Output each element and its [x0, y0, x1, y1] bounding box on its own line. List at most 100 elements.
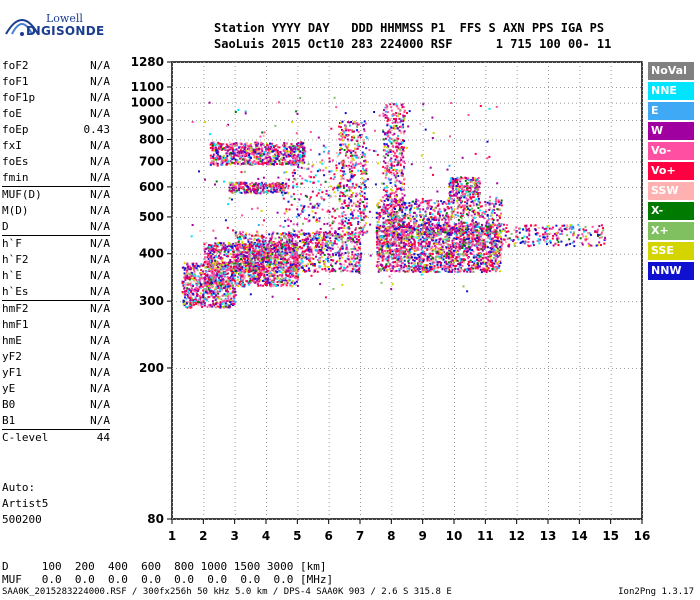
echo-point — [318, 245, 321, 248]
echo-point — [404, 208, 407, 211]
echo-point — [295, 280, 298, 283]
echo-point — [493, 240, 496, 243]
echo-point — [480, 271, 483, 274]
echo-point — [307, 248, 310, 251]
echo-point — [385, 235, 388, 238]
echo-point — [471, 253, 474, 255]
echo-point — [421, 269, 424, 271]
echo-point — [347, 258, 350, 261]
echo-point — [430, 235, 432, 238]
echo-point — [465, 213, 468, 216]
echo-point — [282, 283, 285, 286]
echo-point — [266, 282, 269, 285]
echo-point — [289, 261, 292, 263]
echo-point — [451, 268, 454, 271]
echo-point — [489, 247, 492, 249]
echo-point — [379, 248, 382, 251]
echo-point — [466, 225, 469, 228]
echo-point — [461, 213, 464, 216]
echo-point — [451, 208, 454, 211]
echo-point — [333, 240, 336, 243]
echo-point — [498, 215, 501, 218]
echo-point — [447, 263, 449, 266]
echo-point — [482, 269, 485, 272]
echo-point — [410, 246, 413, 249]
echo-point — [265, 270, 268, 273]
echo-point — [452, 256, 454, 259]
echo-point — [412, 268, 415, 271]
echo-point — [402, 262, 404, 265]
param-value: N/A — [90, 366, 110, 379]
echo-point — [445, 246, 448, 249]
echo-point — [341, 240, 344, 243]
echo-point — [407, 260, 410, 263]
echo-point — [313, 268, 316, 271]
echo-point — [480, 242, 483, 245]
echo-point — [282, 256, 285, 259]
echo-point — [278, 241, 281, 244]
echo-point — [305, 248, 308, 251]
echo-point — [382, 208, 385, 211]
echo-point — [488, 261, 491, 264]
echo-point — [257, 258, 260, 261]
echo-point — [248, 280, 251, 283]
echo-point — [318, 257, 321, 260]
echo-point — [298, 254, 301, 257]
echo-point — [409, 251, 412, 253]
auto-program: Artist5 — [2, 497, 49, 510]
echo-point — [427, 231, 430, 234]
echo-point — [236, 235, 238, 238]
echo-point — [417, 225, 420, 228]
echo-point — [485, 269, 488, 272]
echo-point — [471, 260, 474, 263]
echo-point — [321, 239, 324, 242]
echo-point — [411, 231, 414, 234]
echo-point — [249, 248, 251, 251]
echo-point — [207, 277, 210, 280]
echo-point — [453, 237, 456, 240]
echo-point — [489, 224, 492, 227]
echo-point — [323, 253, 326, 256]
echo-point — [346, 265, 349, 268]
echo-point — [192, 292, 195, 295]
echo-point — [456, 256, 459, 259]
echo-point — [208, 270, 211, 272]
echo-point — [336, 251, 339, 254]
echo-point — [225, 279, 228, 282]
echo-point — [400, 237, 403, 240]
echo-point — [329, 237, 332, 240]
echo-point — [357, 239, 360, 242]
echo-point — [339, 248, 342, 251]
echo-point — [266, 254, 269, 257]
echo-point — [446, 206, 449, 208]
echo-point — [275, 252, 278, 255]
echo-point — [407, 262, 410, 265]
echo-point — [229, 299, 232, 302]
echo-point — [494, 242, 497, 245]
echo-point — [490, 248, 493, 251]
echo-point — [422, 226, 425, 229]
echo-point — [261, 237, 264, 240]
echo-point — [441, 266, 444, 269]
echo-point — [447, 247, 450, 250]
echo-point — [401, 214, 404, 217]
echo-point — [260, 273, 263, 276]
echo-point — [422, 208, 425, 211]
echo-point — [227, 267, 230, 270]
echo-point — [214, 259, 216, 262]
echo-point — [208, 264, 211, 267]
echo-point — [447, 238, 450, 241]
echo-point — [416, 248, 419, 251]
echo-point — [281, 245, 284, 248]
echo-point — [467, 263, 470, 266]
echo-point — [444, 241, 447, 244]
echo-point — [247, 257, 250, 260]
echo-point — [301, 254, 304, 257]
echo-point — [416, 265, 419, 268]
param-name: fxI — [2, 139, 22, 152]
echo-point — [398, 216, 401, 219]
echo-point — [392, 253, 395, 256]
echo-point — [499, 270, 501, 273]
echo-point — [439, 226, 442, 229]
echo-point — [210, 290, 213, 292]
